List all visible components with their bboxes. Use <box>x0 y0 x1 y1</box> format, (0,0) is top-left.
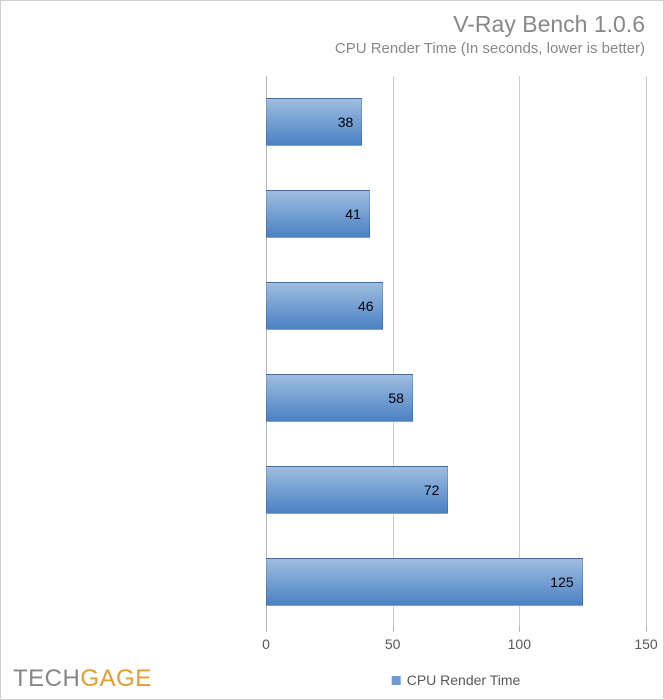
bar-value: 72 <box>424 482 440 498</box>
x-tick-label: 0 <box>262 636 270 652</box>
chart-subtitle: CPU Render Time (In seconds, lower is be… <box>335 40 645 57</box>
gridline <box>393 76 394 626</box>
x-tick <box>646 626 647 632</box>
bar: 46 <box>266 282 383 330</box>
x-tick <box>266 626 267 632</box>
bar-value: 58 <box>388 390 404 406</box>
y-axis-line <box>266 76 267 626</box>
chart-container: V-Ray Bench 1.0.6 CPU Render Time (In se… <box>0 0 664 700</box>
bar: 38 <box>266 98 362 146</box>
x-tick-label: 50 <box>385 636 401 652</box>
legend-swatch <box>392 676 401 685</box>
bar: 125 <box>266 558 583 606</box>
plot-area: CPU Render Time 050100150Intel Core i9-7… <box>266 76 646 626</box>
watermark: TECHGAGE <box>13 665 152 693</box>
watermark-tech: TECH <box>13 665 80 692</box>
gridline <box>519 76 520 626</box>
watermark-gage: GAGE <box>80 665 151 692</box>
title-block: V-Ray Bench 1.0.6 CPU Render Time (In se… <box>335 11 645 57</box>
gridline <box>646 76 647 626</box>
bar: 58 <box>266 374 413 422</box>
x-tick-label: 100 <box>508 636 531 652</box>
bar-value: 125 <box>550 574 573 590</box>
chart-title: V-Ray Bench 1.0.6 <box>335 11 645 38</box>
legend: CPU Render Time <box>392 672 521 688</box>
x-tick <box>519 626 520 632</box>
bar: 41 <box>266 190 370 238</box>
x-tick <box>393 626 394 632</box>
bar-value: 41 <box>345 206 361 222</box>
bar-value: 38 <box>338 114 354 130</box>
bar-value: 46 <box>358 298 374 314</box>
x-tick-label: 150 <box>634 636 657 652</box>
bar: 72 <box>266 466 448 514</box>
legend-label: CPU Render Time <box>407 672 521 688</box>
